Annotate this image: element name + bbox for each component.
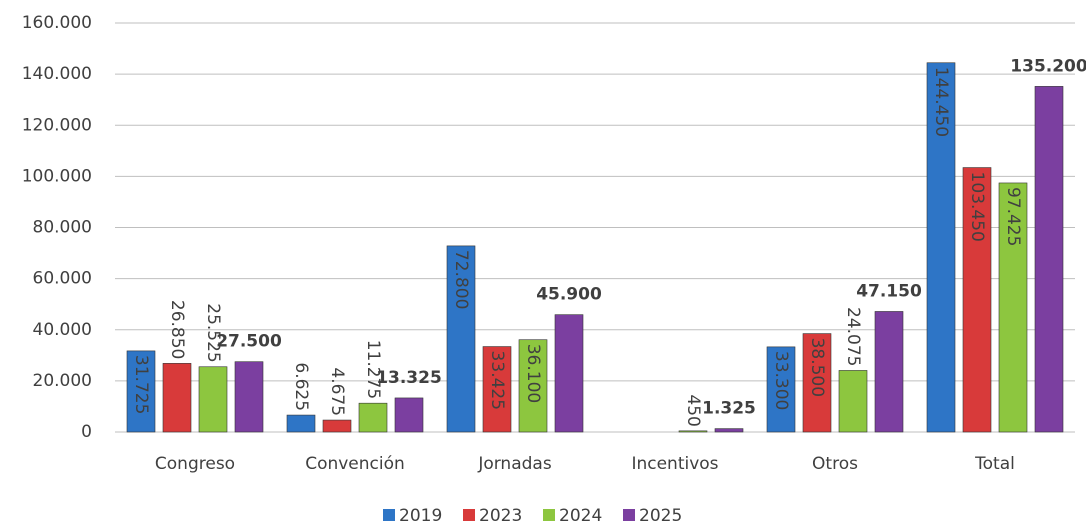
bar <box>838 370 868 433</box>
legend-label: 2023 <box>479 506 522 525</box>
bar <box>766 346 796 433</box>
data-label: 135.200 <box>1010 56 1086 76</box>
x-tick-label: Jornadas <box>477 454 552 474</box>
x-tick-label: Incentivos <box>631 454 718 474</box>
data-label: 33.425 <box>487 351 507 410</box>
data-label: 45.900 <box>536 285 602 305</box>
y-tick-label: 80.000 <box>33 218 92 238</box>
data-label: 27.500 <box>216 332 282 352</box>
bar <box>874 311 904 433</box>
x-tick-label: Convención <box>305 454 405 474</box>
x-tick-label: Otros <box>812 454 858 474</box>
bar <box>286 414 316 433</box>
y-tick-label: 120.000 <box>22 115 92 135</box>
data-label: 97.425 <box>1003 187 1023 246</box>
y-tick-label: 60.000 <box>33 269 92 289</box>
legend-swatch <box>463 509 475 521</box>
bar <box>998 182 1028 433</box>
bar <box>802 333 832 433</box>
y-tick-label: 100.000 <box>22 166 92 186</box>
data-label: 6.625 <box>291 362 311 411</box>
data-label: 4.675 <box>327 367 347 416</box>
legend-swatch <box>543 509 555 521</box>
bar <box>962 167 992 433</box>
bar <box>126 350 156 433</box>
bar <box>1034 86 1064 433</box>
bar <box>322 419 352 433</box>
data-label: 33.300 <box>771 351 791 410</box>
data-label: 144.450 <box>931 67 951 137</box>
data-label: 38.500 <box>807 338 827 397</box>
bar <box>358 402 388 433</box>
bar <box>482 346 512 433</box>
data-label: 13.325 <box>376 368 442 388</box>
bar <box>162 363 192 433</box>
bar <box>554 314 584 433</box>
x-tick-label: Total <box>974 454 1015 474</box>
data-label: 36.100 <box>523 344 543 403</box>
data-label: 24.075 <box>843 307 863 366</box>
data-label: 103.450 <box>967 172 987 242</box>
bar <box>234 361 264 433</box>
x-tick-label: Congreso <box>155 454 235 474</box>
y-tick-label: 0 <box>81 422 92 442</box>
bar <box>926 62 956 433</box>
legend-swatch <box>623 509 635 521</box>
data-label: 47.150 <box>856 281 922 301</box>
y-tick-label: 140.000 <box>22 64 92 84</box>
y-tick-label: 160.000 <box>22 13 92 33</box>
y-tick-label: 20.000 <box>33 371 92 391</box>
data-label: 25.525 <box>203 303 223 362</box>
data-label: 11.275 <box>363 340 383 399</box>
bar <box>198 366 228 433</box>
legend-label: 2019 <box>399 506 442 525</box>
bar <box>714 428 744 433</box>
bar <box>518 339 548 433</box>
bar <box>394 397 424 433</box>
legend-label: 2024 <box>559 506 602 525</box>
bar <box>678 430 708 433</box>
data-label: 1.325 <box>702 399 756 419</box>
y-tick-label: 40.000 <box>33 320 92 340</box>
data-label: 26.850 <box>167 300 187 359</box>
data-label: 31.725 <box>131 355 151 414</box>
legend-swatch <box>383 509 395 521</box>
data-label: 450 <box>683 394 703 426</box>
data-label: 72.800 <box>451 250 471 309</box>
legend-label: 2025 <box>639 506 682 525</box>
bar <box>446 245 476 433</box>
